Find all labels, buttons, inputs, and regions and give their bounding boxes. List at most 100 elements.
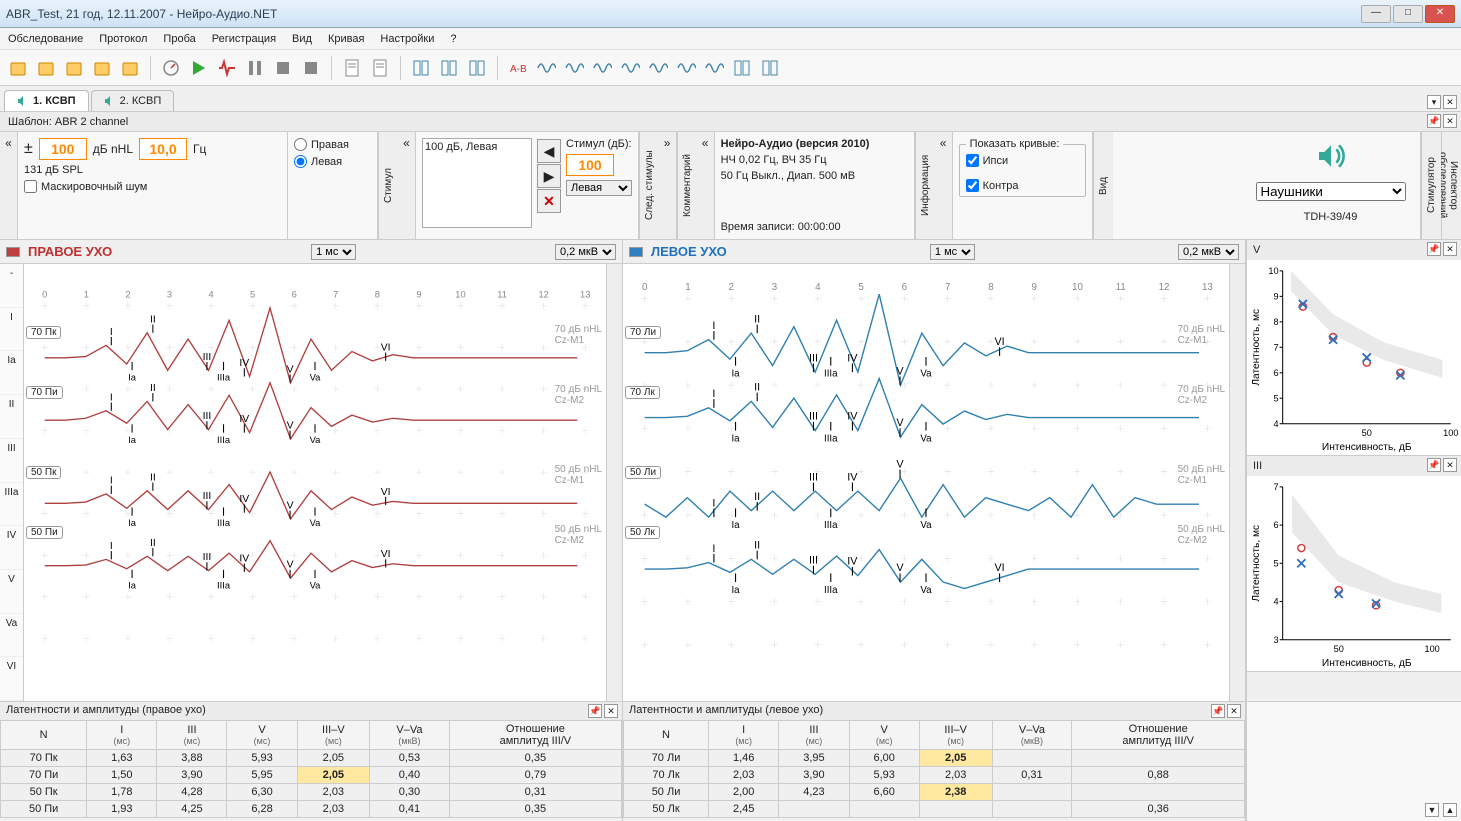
add-wave-icon[interactable] <box>118 56 142 80</box>
ipsi-checkbox[interactable]: Ипси <box>966 154 1079 167</box>
layout2-icon[interactable] <box>437 56 461 80</box>
stim-delete-button[interactable]: ✕ <box>537 189 561 213</box>
stop-icon[interactable] <box>271 56 295 80</box>
side-right-radio[interactable]: Правая <box>294 138 371 151</box>
chart-iii-body[interactable]: 3456750100Латентность, мсИнтенсивность, … <box>1247 476 1461 671</box>
wave-align-icon[interactable] <box>618 56 642 80</box>
trace-label[interactable]: 70 Пи <box>26 386 63 399</box>
wave-single-icon[interactable] <box>646 56 670 80</box>
col-header[interactable]: I(мс) <box>87 721 157 750</box>
table-row[interactable]: 70 Ли1,463,956,002,05 <box>624 750 1245 767</box>
waves-multi-icon[interactable] <box>590 56 614 80</box>
stim-collapse[interactable]: « <box>0 132 18 239</box>
trace-label[interactable]: 50 Ли <box>625 466 661 479</box>
yaxis-VI[interactable]: VI <box>0 657 23 701</box>
columns-icon[interactable] <box>758 56 782 80</box>
wave-cut-icon[interactable] <box>702 56 726 80</box>
pause-icon[interactable] <box>243 56 267 80</box>
left-table-pin[interactable]: 📌 <box>1211 704 1225 718</box>
yaxis-IV[interactable]: IV <box>0 526 23 570</box>
trace-label[interactable]: 70 Ли <box>625 326 661 339</box>
next-stim-list[interactable]: 100 дБ, Левая <box>422 138 532 228</box>
stim-list-item[interactable]: 100 дБ, Левая <box>425 141 529 153</box>
table-row[interactable]: 50 Лк2,450,36 <box>624 801 1245 818</box>
shift-up-icon[interactable] <box>562 56 586 80</box>
menu-Регистрация[interactable]: Регистрация <box>212 33 276 45</box>
table-row[interactable]: 50 Пк1,784,286,302,030,300,31 <box>1 784 622 801</box>
left-time-select[interactable]: 1 мс <box>930 244 975 260</box>
yaxis--[interactable]: - <box>0 264 23 308</box>
link-icon[interactable] <box>465 56 489 80</box>
tab-1. КСВП[interactable]: 1. КСВП <box>4 90 89 111</box>
contra-checkbox[interactable]: Контра <box>966 179 1079 192</box>
yaxis-IIIa[interactable]: IIIa <box>0 483 23 527</box>
select-rect-icon[interactable] <box>730 56 754 80</box>
menu-Вид[interactable]: Вид <box>292 33 312 45</box>
col-header[interactable]: V–Va(мкВ) <box>370 721 450 750</box>
inspector-tab[interactable]: Инспектор обследований <box>1441 132 1461 239</box>
intensity-input[interactable] <box>39 138 87 160</box>
left-amp-select[interactable]: 0,2 мкВ <box>1178 244 1239 260</box>
yaxis-Ia[interactable]: Ia <box>0 351 23 395</box>
right-graph[interactable]: 50 Пи50 дБ nHL Cz-M250 Пк50 дБ nHL Cz-M1… <box>24 264 606 701</box>
stop2-icon[interactable] <box>299 56 323 80</box>
col-header[interactable]: III(мс) <box>779 721 849 750</box>
comment-collapse[interactable]: » <box>659 132 677 239</box>
col-header[interactable]: V–Va(мкВ) <box>992 721 1072 750</box>
yaxis-V[interactable]: V <box>0 570 23 614</box>
menu-Кривая[interactable]: Кривая <box>328 33 364 45</box>
side-left-radio[interactable]: Левая <box>294 155 371 168</box>
yaxis-Va[interactable]: Va <box>0 614 23 658</box>
side-scroll-up[interactable]: ▲ <box>1443 803 1457 817</box>
yaxis-III[interactable]: III <box>0 439 23 483</box>
yaxis-I[interactable]: I <box>0 308 23 352</box>
table-row[interactable]: 70 Лк2,033,905,932,030,310,88 <box>624 767 1245 784</box>
stim-down-button[interactable]: ▶ <box>537 164 561 188</box>
col-header[interactable]: III–V(мс) <box>919 721 992 750</box>
col-header[interactable]: I(мс) <box>709 721 779 750</box>
menu-Настройки[interactable]: Настройки <box>380 33 434 45</box>
chart-v-body[interactable]: 4567891050100Латентность, мсИнтенсивност… <box>1247 260 1461 455</box>
col-header[interactable]: N <box>1 721 87 750</box>
menu-Протокол[interactable]: Протокол <box>99 33 147 45</box>
trace-label[interactable]: 70 Пк <box>26 326 61 339</box>
ab-compare-icon[interactable]: A-B <box>506 56 530 80</box>
right-time-select[interactable]: 1 мс <box>311 244 356 260</box>
stimul-side-select[interactable]: Левая <box>566 180 632 196</box>
left-table-close[interactable]: ✕ <box>1227 704 1241 718</box>
right-amp-select[interactable]: 0,2 мкВ <box>555 244 616 260</box>
chart-v-close[interactable]: ✕ <box>1443 242 1457 256</box>
minimize-button[interactable]: — <box>1361 5 1391 23</box>
chart-iii-pin[interactable]: 📌 <box>1427 458 1441 472</box>
col-header[interactable]: III–V(мс) <box>297 721 370 750</box>
right-table-pin[interactable]: 📌 <box>588 704 602 718</box>
right-table-close[interactable]: ✕ <box>604 704 618 718</box>
col-header[interactable]: Отношениеамплитуд III/V <box>449 721 621 750</box>
props-icon[interactable] <box>340 56 364 80</box>
left-graph[interactable]: 50 Лк50 дБ nHL Cz-M250 Ли50 дБ nHL Cz-M1… <box>623 264 1229 701</box>
left-scrollbar[interactable] <box>1229 264 1245 701</box>
tabs-dropdown[interactable]: ▾ <box>1427 95 1441 109</box>
trace-label[interactable]: 50 Лк <box>625 526 660 539</box>
table-row[interactable]: 70 Пи1,503,905,952,050,400,79 <box>1 767 622 784</box>
doc-icon[interactable] <box>368 56 392 80</box>
tab-2. КСВП[interactable]: 2. КСВП <box>91 90 175 111</box>
rate-input[interactable] <box>139 138 187 160</box>
col-header[interactable]: V(мс) <box>849 721 919 750</box>
view-collapse[interactable]: « <box>935 132 953 239</box>
tabs-close[interactable]: ✕ <box>1443 95 1457 109</box>
wave-flash-icon[interactable] <box>674 56 698 80</box>
close-button[interactable]: ✕ <box>1425 5 1455 23</box>
trace-label[interactable]: 50 Пк <box>26 466 61 479</box>
pulse-icon[interactable] <box>215 56 239 80</box>
table-row[interactable]: 50 Пи1,934,256,282,030,410,35 <box>1 801 622 818</box>
col-header[interactable]: III(мс) <box>157 721 227 750</box>
template-pin[interactable]: 📌 <box>1427 114 1441 128</box>
play-icon[interactable] <box>187 56 211 80</box>
info-collapse[interactable]: « <box>697 132 715 239</box>
new-icon[interactable] <box>6 56 30 80</box>
trace-label[interactable]: 70 Лк <box>625 386 660 399</box>
nextstim-collapse[interactable]: « <box>398 132 416 239</box>
col-header[interactable]: Отношениеамплитуд III/V <box>1072 721 1245 750</box>
chart-iii-close[interactable]: ✕ <box>1443 458 1457 472</box>
